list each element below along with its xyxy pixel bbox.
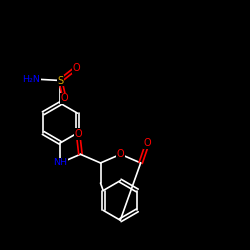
Text: O: O — [117, 149, 124, 159]
Text: H₂N: H₂N — [22, 75, 40, 84]
Text: O: O — [74, 129, 82, 139]
Text: O: O — [72, 63, 80, 73]
Text: S: S — [57, 76, 64, 86]
Text: NH: NH — [53, 158, 67, 168]
Text: O: O — [61, 93, 68, 103]
Text: O: O — [144, 138, 151, 148]
